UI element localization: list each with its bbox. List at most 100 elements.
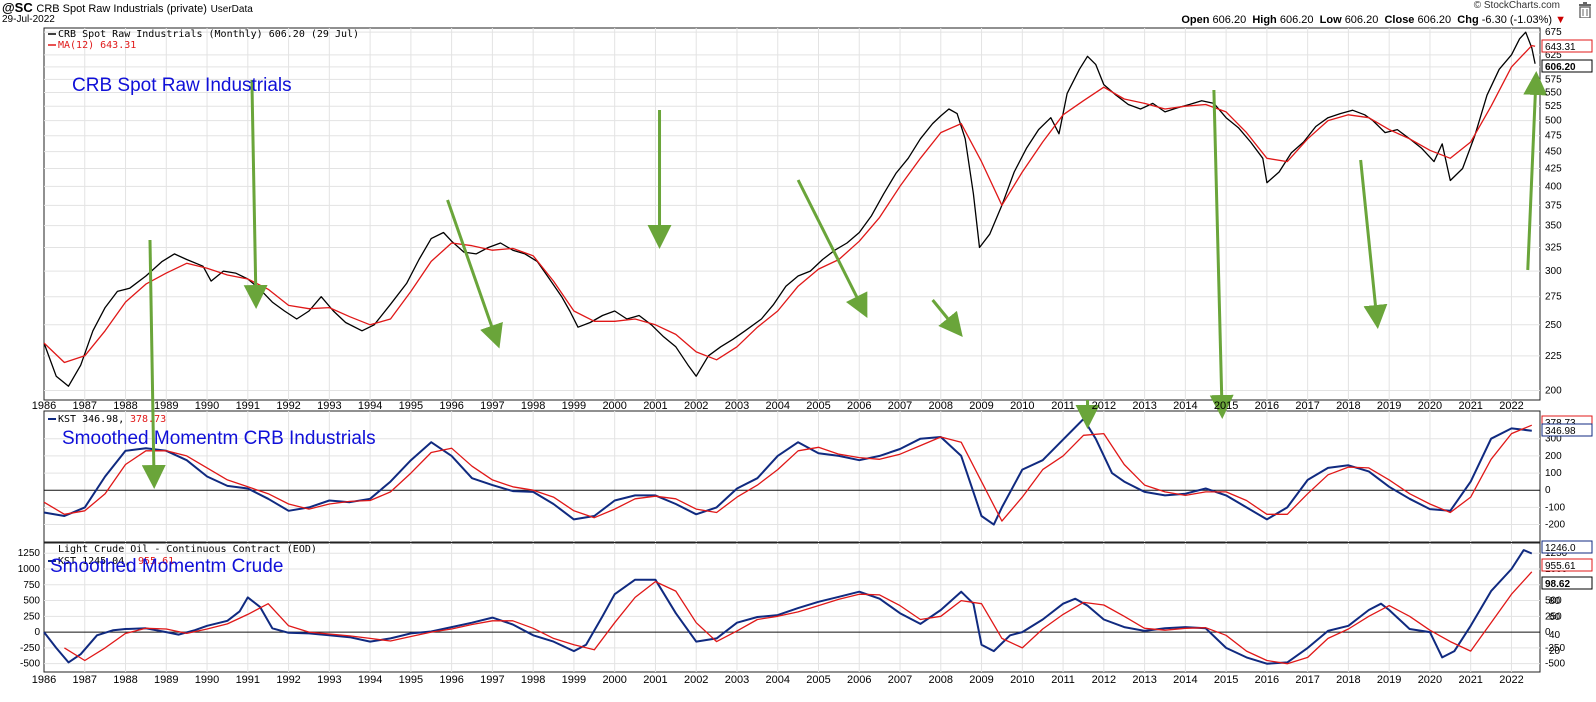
x-tick-label: 1992 [276,400,300,412]
last-value-box [1541,558,1593,572]
last-value-label: 606.20 [1545,62,1576,73]
y-tick-label: -100 [1545,502,1565,513]
chart-labels: 1986 1986 1987 1987 1988 1988 1989 1989 1990 1990… [18,27,1593,686]
x-tick-label: 2019 [1377,400,1401,412]
x-tick-label: 2001 [643,400,667,412]
x-tick-label: 1987 [73,400,97,412]
chart-date: 29-Jul-2022 [2,14,55,25]
kst-crb-panel-frame [43,410,1541,543]
legend-signal-crb: 378.73 [130,414,166,425]
y-tick-label: 250 [1545,611,1562,622]
x-tick-label: 2006 [847,400,871,412]
high-label: High [1252,14,1277,26]
legend-kst-crude: KST 1245.04, [58,556,130,567]
right-secondary-tick: 80 [1549,596,1561,607]
x-tick-label-bottom: 2017 [1295,674,1319,686]
x-tick-label-bottom: 2011 [1051,674,1075,686]
data-source: UserData [210,4,253,15]
x-tick-label-bottom: 2010 [1010,674,1034,686]
x-tick-label-bottom: 2012 [1092,674,1116,686]
ohlc-readout: Open 606.20 High 606.20 Low 606.20 Close… [1181,14,1566,26]
y-tick-label: 300 [1545,434,1562,445]
y-tick-label: 275 [1545,292,1562,303]
green-arrow [141,239,166,489]
x-tick-label: 2014 [1173,400,1197,412]
y-tick-label: 575 [1545,74,1562,85]
low-label: Low [1319,14,1342,26]
right-secondary-tick: 40 [1549,630,1561,641]
x-tick-label: 2007 [888,400,912,412]
y-tick-label: -200 [1545,520,1565,531]
x-tick-label: 2009 [969,400,993,412]
x-tick-label: 2011 [1051,400,1075,412]
y-tick-label: 450 [1545,147,1562,158]
y-tick-label-left: 0 [34,627,40,638]
last-value-box [1541,576,1593,590]
x-tick-label: 1996 [439,400,463,412]
chg-value: -6.30 (-1.03%) [1481,14,1553,26]
legend-crude: Light Crude Oil - Continuous Contract (E… [58,544,317,555]
y-tick-label-left: -500 [20,659,40,670]
legend-signal-crude: 955.61 [138,556,174,567]
x-tick-label-bottom: 1995 [399,674,423,686]
x-tick-label: 2017 [1295,400,1319,412]
x-tick-label: 2010 [1010,400,1034,412]
x-tick-label: 2015 [1214,400,1238,412]
y-tick-label: 325 [1545,243,1562,254]
y-tick-label: 300 [1545,266,1562,277]
open-label: Open [1181,14,1210,26]
x-tick-label-bottom: 2000 [602,674,626,686]
down-triangle-icon: ▼ [1555,14,1566,26]
x-tick-label-bottom: 2003 [725,674,749,686]
price-panel-frame [43,27,1541,401]
y-tick-label-left: 500 [23,596,40,607]
last-value-box [1541,423,1593,437]
x-tick-label: 1989 [154,400,178,412]
x-tick-label-bottom: 2014 [1173,674,1197,686]
y-tick-label: 500 [1545,596,1562,607]
vertical-gridlines [44,28,1540,672]
x-tick-label-bottom: 2022 [1499,674,1523,686]
kst-crb-panel-title: Smoothed Momentm CRB Industrials [62,428,376,449]
y-tick-label: -500 [1545,659,1565,670]
x-tick-label: 1993 [317,400,341,412]
x-tick-label: 1991 [236,400,260,412]
right-secondary-tick: 60 [1549,612,1561,623]
last-value-box [1541,39,1593,53]
y-tick-label: 1250 [1545,548,1568,559]
x-tick-label: 2005 [806,400,830,412]
x-tick-label-bottom: 2005 [806,674,830,686]
x-tick-label-bottom: 2019 [1377,674,1401,686]
kst-crude-panel-frame [43,542,1541,673]
x-tick-label-bottom: 1987 [73,674,97,686]
last-value-label: 643.31 [1545,42,1576,53]
price-panel-title: CRB Spot Raw Industrials [72,75,292,96]
x-tick-label-bottom: 2018 [1336,674,1360,686]
y-tick-label: 200 [1545,451,1562,462]
y-tick-label: 0 [1545,485,1551,496]
kst-crude-panel-title: Smoothed Momentm Crude [50,556,283,577]
y-tick-label: 525 [1545,101,1562,112]
x-tick-label-bottom: 2006 [847,674,871,686]
chart-header: @SC CRB Spot Raw Industrials (private) U… [0,0,1596,28]
trash-icon[interactable] [1578,2,1592,19]
x-tick-label-bottom: 2002 [684,674,708,686]
green-arrow [931,299,963,337]
x-tick-label: 1995 [399,400,423,412]
x-tick-label-bottom: 2009 [969,674,993,686]
x-tick-label: 1998 [521,400,545,412]
series-line-signal [64,571,1533,665]
chart-title-line: @SC CRB Spot Raw Industrials (private) U… [2,0,253,15]
y-tick-label: 675 [1545,27,1562,38]
series-line-kst [43,418,1532,526]
y-tick-label: 400 [1545,181,1562,192]
x-tick-label-bottom: 2016 [1255,674,1279,686]
y-tick-label: -250 [1545,643,1565,654]
y-tick-label: 500 [1545,116,1562,127]
y-tick-label: 250 [1545,320,1562,331]
x-tick-label-bottom: 2015 [1214,674,1238,686]
x-tick-label-bottom: 2004 [765,674,789,686]
x-tick-label-bottom: 1998 [521,674,545,686]
x-tick-label: 2022 [1499,400,1523,412]
